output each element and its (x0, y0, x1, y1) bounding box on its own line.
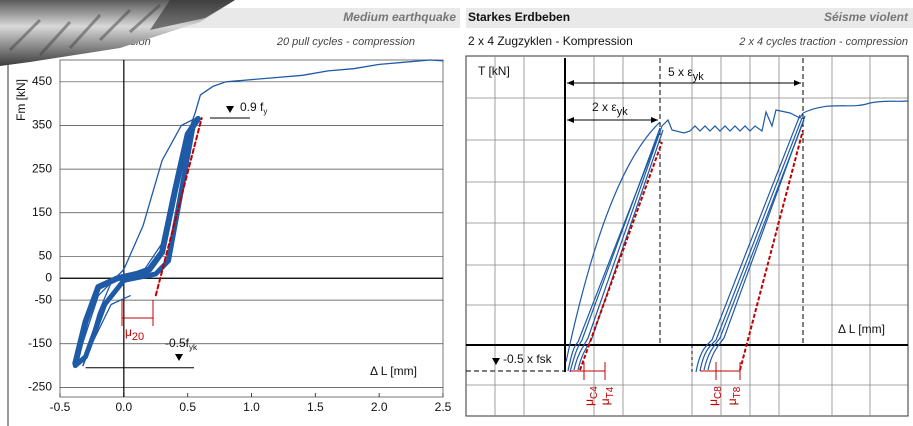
series-line (154, 117, 203, 297)
x-tick-label: 0.0 (115, 400, 132, 414)
left-plot: 450 350 250 150 50 0 -50 -150 -250 -0.5 0.0 0.5 1.0 1… (14, 59, 452, 414)
annotation: μ20 (125, 325, 144, 343)
annotation-sub: yk (693, 71, 705, 83)
annotation: μC4 (582, 386, 599, 406)
series-line (74, 118, 195, 367)
annotation-text: 5 x ε (668, 65, 693, 79)
annotation: 5 x εyk (668, 65, 704, 83)
y-tick-label: 50 (39, 249, 53, 263)
annotation-text: -0.5f (165, 336, 190, 350)
annotation-sub: T4 (605, 386, 616, 398)
annotation-text: μ (125, 325, 132, 339)
y-tick-label: 250 (32, 161, 52, 175)
subtitle-fr: 2 x 4 cycles traction - compression (738, 36, 908, 48)
chart-title-fr: Séisme violent (824, 10, 909, 24)
annotation-sub: yk (617, 106, 629, 118)
bracket (121, 300, 154, 326)
y-axis-label: T [kN] (478, 64, 510, 78)
annotation: μT4 (598, 386, 615, 405)
annotation-sub: C8 (713, 386, 724, 399)
header-bar (466, 8, 913, 28)
subtitle: 2 x 4 Zugzyklen - Kompression (468, 34, 633, 48)
chart-title: Starkes Erdbeben (468, 10, 570, 24)
annotation: μC8 (706, 386, 723, 406)
annotation: μT8 (725, 386, 742, 405)
annotation: 0.9 fy (240, 100, 267, 116)
annotation-sub: yk (189, 343, 198, 352)
y-tick-label: 150 (32, 205, 52, 219)
annotation: -0.5fyk (165, 336, 198, 352)
x-axis-label: Δ L [mm] (838, 322, 885, 336)
series-line (82, 295, 131, 367)
x-tick-label: 1.0 (243, 400, 260, 414)
x-tick-label: 0.5 (179, 400, 196, 414)
chart-title: Medium earthquake (343, 10, 456, 24)
series-line (72, 115, 201, 367)
x-tick-label: -0.5 (50, 400, 71, 414)
y-tick-label: 450 (32, 74, 52, 88)
annotation: -0.5 x fsk (503, 352, 553, 366)
annotation-sub: C4 (589, 386, 600, 399)
x-axis-label: Δ L [mm] (370, 364, 417, 378)
x-tick-label: 2.5 (435, 400, 452, 414)
x-tick-label: 1.5 (307, 400, 324, 414)
marker (226, 106, 234, 113)
annotation-sub: T8 (732, 386, 743, 398)
y-axis-label: Fm [kN] (14, 79, 28, 121)
annotation: 2 x εyk (592, 100, 628, 118)
y-tick-label: 350 (32, 118, 52, 132)
y-tick-label: -150 (28, 336, 52, 350)
annotation-text: μ (582, 399, 596, 406)
x-tick-label: 2.0 (371, 400, 388, 414)
annotation-text: 0.9 f (240, 100, 264, 114)
annotation-text: 2 x ε (592, 100, 617, 114)
annotation-text: μ (725, 398, 739, 405)
annotation-sub: 20 (132, 331, 144, 343)
rebar-photo (0, 0, 235, 66)
marker (175, 354, 183, 361)
annotation-sub: y (263, 107, 267, 116)
annotation-text: μ (598, 398, 612, 405)
y-tick-label: 0 (45, 270, 52, 284)
annotation-text: μ (706, 399, 720, 406)
y-tick-label: -50 (35, 292, 53, 306)
right-plot (465, 55, 909, 417)
y-tick-label: -250 (28, 380, 52, 394)
subtitle: 20 pull cycles - compression (276, 36, 415, 48)
